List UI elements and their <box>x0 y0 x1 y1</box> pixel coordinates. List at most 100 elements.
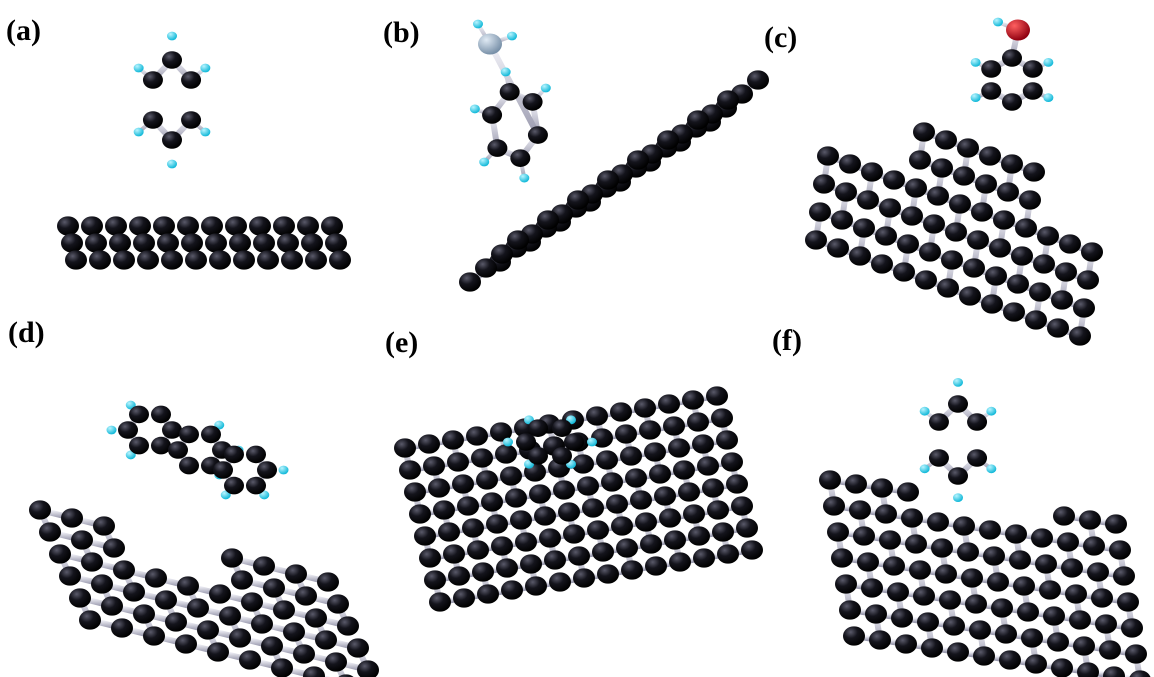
atom <box>987 572 1009 592</box>
atom <box>153 216 175 236</box>
atom <box>927 512 949 532</box>
atom <box>572 454 594 474</box>
atom <box>967 449 988 467</box>
atom <box>325 233 347 253</box>
atom <box>528 419 548 437</box>
atom <box>510 510 532 530</box>
atom <box>225 216 247 236</box>
atom <box>707 500 729 520</box>
atom <box>813 174 835 194</box>
atom <box>205 233 227 253</box>
atom <box>692 434 714 454</box>
atom <box>496 558 518 578</box>
atom <box>953 516 975 536</box>
atom <box>503 437 513 447</box>
atom <box>257 250 279 270</box>
atom <box>997 182 1019 202</box>
atom <box>965 594 987 614</box>
atom <box>271 658 293 677</box>
atom <box>337 616 359 636</box>
atom <box>839 600 861 620</box>
atom <box>943 616 965 636</box>
atom <box>1065 584 1087 604</box>
atom <box>490 422 512 442</box>
atom <box>849 246 871 266</box>
atom <box>1073 298 1095 318</box>
atom <box>143 626 165 646</box>
atom <box>1025 654 1047 674</box>
atom <box>879 198 901 218</box>
atom <box>883 170 905 190</box>
atom <box>697 456 719 476</box>
atom <box>418 434 440 454</box>
atom <box>917 612 939 632</box>
atom <box>181 233 203 253</box>
atom <box>285 564 307 584</box>
atom <box>949 194 971 214</box>
atom <box>162 131 182 149</box>
atom <box>472 562 494 582</box>
atom <box>991 598 1013 618</box>
atom <box>229 233 251 253</box>
atom <box>507 31 517 41</box>
atom <box>969 620 991 640</box>
atom <box>1059 234 1081 254</box>
atom <box>65 250 87 270</box>
atom <box>970 58 981 67</box>
atom <box>726 474 748 494</box>
atom <box>945 222 967 242</box>
atom <box>817 146 839 166</box>
atom <box>209 584 231 604</box>
atom <box>963 258 985 278</box>
atom <box>919 464 930 474</box>
atom <box>979 146 1001 166</box>
atom <box>1043 58 1054 67</box>
atom <box>187 598 209 618</box>
atom <box>179 456 199 475</box>
atom <box>1047 632 1069 652</box>
atom <box>473 19 483 29</box>
atom <box>819 470 841 490</box>
atom <box>167 159 177 169</box>
atom <box>327 594 349 614</box>
atom <box>315 630 337 650</box>
atom <box>645 556 667 576</box>
atom <box>71 530 93 550</box>
layer <box>29 17 1151 677</box>
atom <box>871 254 893 274</box>
atom <box>919 242 941 262</box>
atom <box>717 90 739 110</box>
atom <box>1047 318 1069 338</box>
atom <box>224 445 244 464</box>
atom <box>113 250 135 270</box>
atom <box>57 216 79 236</box>
atom <box>161 250 183 270</box>
atom <box>909 560 931 580</box>
atom <box>983 546 1005 566</box>
atom <box>321 216 343 236</box>
atom <box>1013 576 1035 596</box>
atom <box>457 496 479 516</box>
atom <box>249 216 271 236</box>
atom <box>1081 242 1103 262</box>
panel-label: (d) <box>8 316 45 349</box>
atom <box>229 628 251 648</box>
atom <box>668 438 690 458</box>
atom <box>953 166 975 186</box>
atom <box>213 461 233 479</box>
atom <box>487 139 508 157</box>
atom <box>1043 93 1054 102</box>
atom <box>525 576 547 596</box>
atom <box>448 566 470 586</box>
atom <box>597 170 619 190</box>
atom <box>673 460 695 480</box>
atom <box>1051 658 1073 677</box>
atom <box>177 216 199 236</box>
atom <box>1006 19 1030 41</box>
atom <box>1022 60 1043 78</box>
atom <box>233 250 255 270</box>
atom <box>263 578 285 598</box>
atom <box>634 398 656 418</box>
atom <box>731 496 753 516</box>
atom <box>209 250 231 270</box>
